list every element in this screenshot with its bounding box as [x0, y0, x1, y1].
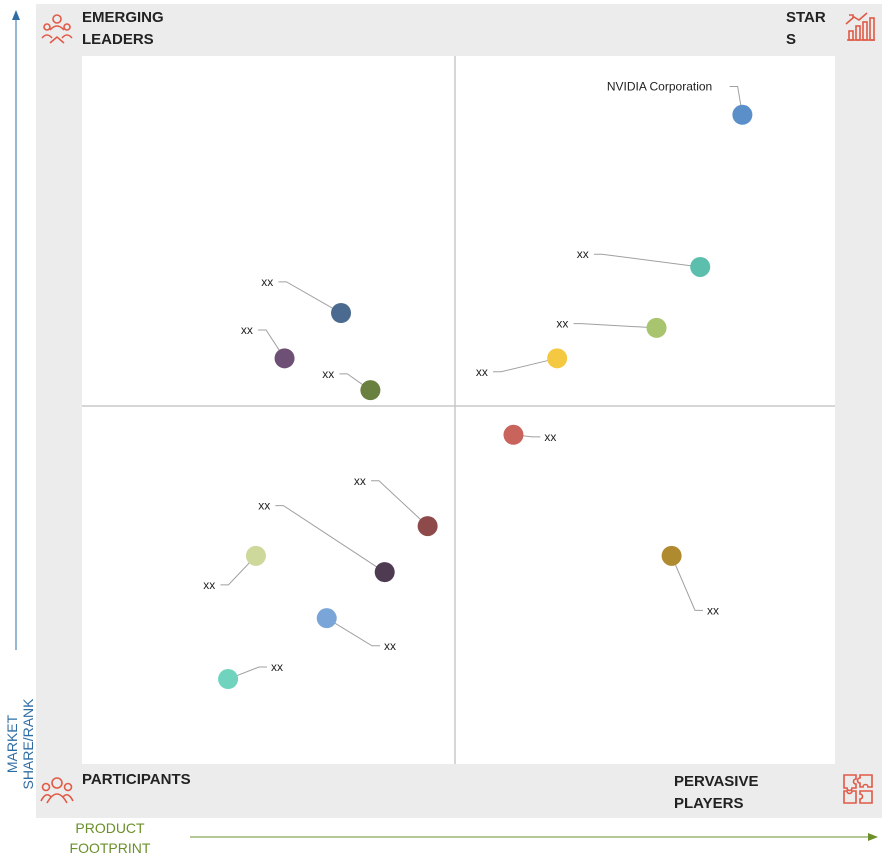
y-axis-arrow: [12, 10, 20, 650]
quadrant-label-stars: STARS: [786, 9, 826, 48]
leader-line: [275, 505, 385, 573]
company-label: xx: [322, 367, 334, 381]
data-point-7: xx: [322, 367, 381, 401]
leader-line: [220, 555, 257, 586]
data-point-8: xx: [503, 424, 556, 445]
plot-area: NVIDIA Corporation xx xx xx xx xx xx xx xx xx xx xx…: [82, 56, 835, 764]
quadrant-label-pervasive-players: PERVASIVE PLAYERS: [674, 773, 759, 812]
data-point-12: xx: [661, 545, 719, 617]
company-label: xx: [241, 323, 253, 337]
data-point-11: xx: [203, 545, 266, 592]
company-bubble: [503, 424, 524, 445]
data-point-14: xx: [218, 660, 283, 690]
company-label: NVIDIA Corporation: [607, 79, 712, 93]
company-label: xx: [556, 317, 568, 331]
company-label: xx: [354, 474, 366, 488]
leader-line: [326, 617, 380, 647]
company-bubble: [646, 317, 667, 338]
leader-line: [493, 357, 558, 373]
data-point-4: xx: [476, 348, 568, 379]
data-point-5: xx: [261, 275, 352, 324]
quadrant-label-participants: PARTICIPANTS: [82, 771, 191, 788]
x-axis-title: PRODUCT FOOTPRINT: [69, 820, 151, 856]
company-bubble: [374, 562, 395, 583]
company-label: xx: [258, 499, 270, 513]
data-point-1: NVIDIA Corporation: [607, 79, 753, 125]
quadrant-label-emerging-leaders: EMERGING LEADERS: [82, 9, 164, 48]
company-bubble: [360, 380, 381, 401]
company-bubble: [245, 545, 266, 566]
company-bubble: [417, 516, 438, 537]
company-bubble: [690, 256, 711, 277]
company-label: xx: [384, 639, 396, 653]
people-group-icon: [40, 777, 74, 804]
data-point-13: xx: [316, 608, 396, 653]
y-axis-title: MARKET SHARE/RANK: [4, 698, 36, 790]
company-bubble: [547, 348, 568, 369]
data-point-3: xx: [556, 317, 667, 338]
company-label: xx: [271, 660, 283, 674]
leader-line: [593, 253, 701, 268]
company-bubble: [661, 545, 682, 566]
trophy-chart-icon: [845, 12, 875, 41]
data-point-9: xx: [354, 474, 438, 537]
puzzle-icon: [843, 774, 873, 804]
company-label: xx: [544, 430, 556, 444]
leader-line: [671, 555, 703, 611]
company-bubble: [331, 303, 352, 324]
company-label: xx: [476, 365, 488, 379]
company-bubble: [732, 104, 753, 125]
company-label: xx: [707, 603, 719, 617]
leader-line: [227, 666, 268, 680]
company-label: xx: [261, 275, 273, 289]
data-point-6: xx: [241, 323, 295, 369]
data-point-10: xx: [258, 499, 395, 583]
x-axis-arrow: [190, 833, 878, 841]
leader-line: [573, 323, 657, 329]
company-bubble: [274, 348, 295, 369]
company-bubble: [316, 608, 337, 629]
scatter-plot: NVIDIA Corporation xx xx xx xx xx xx xx xx xx xx xx…: [82, 56, 835, 764]
company-label: xx: [577, 247, 589, 261]
leader-line: [258, 329, 285, 359]
leader-line: [371, 480, 428, 527]
team-leader-icon: [41, 14, 73, 44]
leader-line: [278, 281, 342, 314]
data-point-2: xx: [577, 247, 711, 277]
company-label: xx: [203, 578, 215, 592]
company-bubble: [218, 669, 239, 690]
